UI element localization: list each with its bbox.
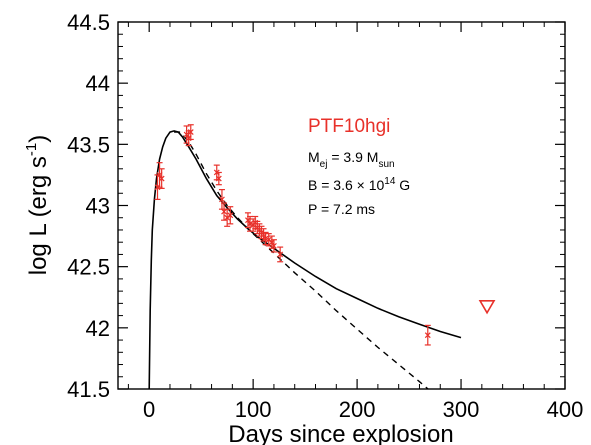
x-tick-label: 0 [143, 397, 155, 422]
data-point [262, 231, 269, 246]
data-points [154, 124, 431, 346]
point-marker [215, 175, 222, 182]
point-marker [262, 235, 269, 242]
point-marker [271, 242, 277, 249]
point-marker [227, 212, 234, 219]
x-tick-label: 300 [443, 397, 480, 422]
data-point [277, 246, 284, 263]
point-marker [424, 332, 431, 339]
data-point [215, 171, 222, 186]
annotation-b: B = 3.6 × 1014 G [308, 176, 410, 193]
y-tick-label: 41.5 [67, 377, 110, 402]
data-point [424, 324, 431, 346]
annotation-mej: Mej = 3.9 Msun [308, 149, 395, 170]
x-axis-label: Days since explosion [228, 421, 453, 445]
upper-limit-marker [478, 300, 496, 315]
x-tick-label: 400 [547, 397, 584, 422]
y-tick-label: 44 [86, 71, 110, 96]
point-marker [219, 196, 225, 203]
y-tick-label: 42.5 [67, 255, 110, 280]
data-point [247, 215, 254, 232]
data-layer [148, 124, 462, 389]
point-marker [265, 236, 272, 243]
y-tick-label: 44.5 [67, 10, 110, 35]
y-ticks: 41.5 42 42.5 43 43.5 44 44.5 [67, 10, 565, 402]
point-marker [221, 208, 227, 215]
data-point [270, 239, 277, 253]
point-marker [247, 220, 253, 227]
model-curve-solid [148, 130, 462, 389]
y-tick-label: 43.5 [67, 132, 110, 157]
annotation-title: PTF10hgi [308, 116, 390, 137]
point-marker [187, 129, 194, 136]
point-marker [277, 251, 284, 258]
x-ticks: 0 100 200 300 400 [127, 22, 584, 422]
y-axis-label: log L (erg s-1) [23, 135, 52, 276]
annotation: PTF10hgi Mej = 3.9 Msun B = 3.6 × 1014 G… [308, 116, 410, 217]
data-point [221, 202, 228, 221]
data-point [187, 124, 194, 141]
data-point [227, 206, 234, 225]
x-tick-label: 200 [339, 397, 376, 422]
point-marker [158, 175, 165, 182]
y-tick-label: 42 [86, 316, 110, 341]
model-curve-dashed [174, 131, 430, 389]
data-point [218, 188, 225, 210]
data-point [158, 168, 165, 189]
annotation-p: P = 7.2 ms [308, 201, 375, 217]
x-tick-label: 100 [235, 397, 272, 422]
y-tick-label: 43 [86, 194, 110, 219]
